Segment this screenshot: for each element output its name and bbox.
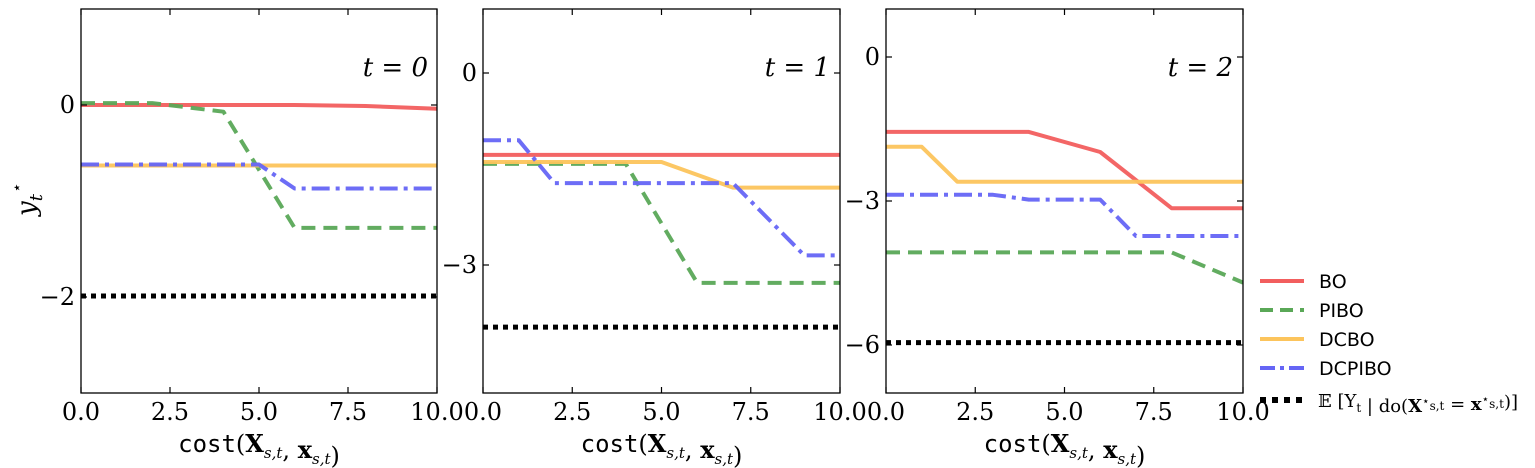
series-line-dcbo [886, 144, 1243, 184]
series-line-dcbo [483, 160, 840, 190]
legend-label: DCPIBO [1319, 358, 1392, 380]
x-tick-label: 7.5 [732, 398, 770, 426]
legend-item: DCPIBO [1260, 358, 1392, 380]
series-line-pibo [886, 250, 1243, 285]
panel-t1: 0.0 2.5 5.0 7.5 10.0 0 −3 t = 1 cost(Xs,t, xs,t) [442, 8, 867, 468]
x-axis-label: cost(Xs,t, xs,t) [178, 429, 340, 468]
x-tick-label: 5.0 [1045, 398, 1083, 426]
panel-t0: 0.0 2.5 5.0 7.5 10.0 0 −2 t = 0 cost(Xs,t, xs,t) [40, 8, 464, 468]
y-tick-label: −6 [845, 331, 880, 359]
legend-item: 𝔼 [Yt | do(X⋆s,t = x⋆s,t)] [1260, 391, 1518, 417]
series-line-dcpibo [886, 192, 1243, 238]
x-tick-label: 10.0 [813, 398, 866, 426]
x-tick-label: 2.5 [151, 398, 189, 426]
legend-item: DCBO [1260, 329, 1375, 351]
legend-item: BO [1260, 271, 1347, 293]
x-axis-label: cost(Xs,t, xs,t) [984, 429, 1146, 468]
x-tick-label: 7.5 [1135, 398, 1173, 426]
x-tick-label: 10.0 [410, 398, 463, 426]
legend-label: DCBO [1319, 329, 1375, 351]
x-tick-label: 2.5 [553, 398, 591, 426]
x-tick-label: 0.0 [464, 398, 502, 426]
y-tick-label: 0 [462, 59, 477, 87]
x-tick-label: 5.0 [240, 398, 278, 426]
x-tick-label: 5.0 [642, 398, 680, 426]
x-tick-label: 0.0 [62, 398, 100, 426]
panel-annotation: t = 2 [1168, 53, 1233, 83]
series-group [483, 138, 840, 330]
legend-label: PIBO [1319, 300, 1364, 322]
series-line-bo [81, 103, 437, 111]
legend-label: BO [1319, 271, 1347, 293]
series-line-pibo [81, 101, 437, 230]
series-line-bo [886, 129, 1243, 211]
panel-annotation: t = 0 [363, 53, 428, 83]
series-line-pibo [483, 161, 840, 285]
y-tick-label: −3 [845, 187, 880, 215]
series-line-dcpibo [483, 138, 840, 258]
panel-annotation: t = 1 [765, 53, 830, 83]
legend: BO PIBO DCBO DCPIBO 𝔼 [Yt | do(X⋆s,t = x⋆s,t… [1260, 271, 1518, 417]
y-tick-label: 0 [60, 91, 75, 119]
series-group [81, 101, 437, 299]
x-axis-label: cost(Xs,t, xs,t) [581, 429, 743, 468]
panels: 0.0 2.5 5.0 7.5 10.0 0 −2 t = 0 cost(Xs,t, xs,t)… [40, 8, 1270, 468]
y-tick-label: −2 [40, 283, 75, 311]
x-tick-label: 7.5 [329, 398, 367, 426]
legend-item: PIBO [1260, 300, 1364, 322]
y-tick-label: −3 [442, 251, 477, 279]
y-axis-label: yt⋆ [7, 184, 47, 217]
y-tick-label: 0 [865, 43, 880, 71]
legend-label: 𝔼 [Yt | do(X⋆s,t = x⋆s,t)] [1318, 391, 1518, 417]
series-group [886, 129, 1243, 346]
x-tick-label: 0.0 [867, 398, 905, 426]
x-tick-label: 2.5 [956, 398, 994, 426]
